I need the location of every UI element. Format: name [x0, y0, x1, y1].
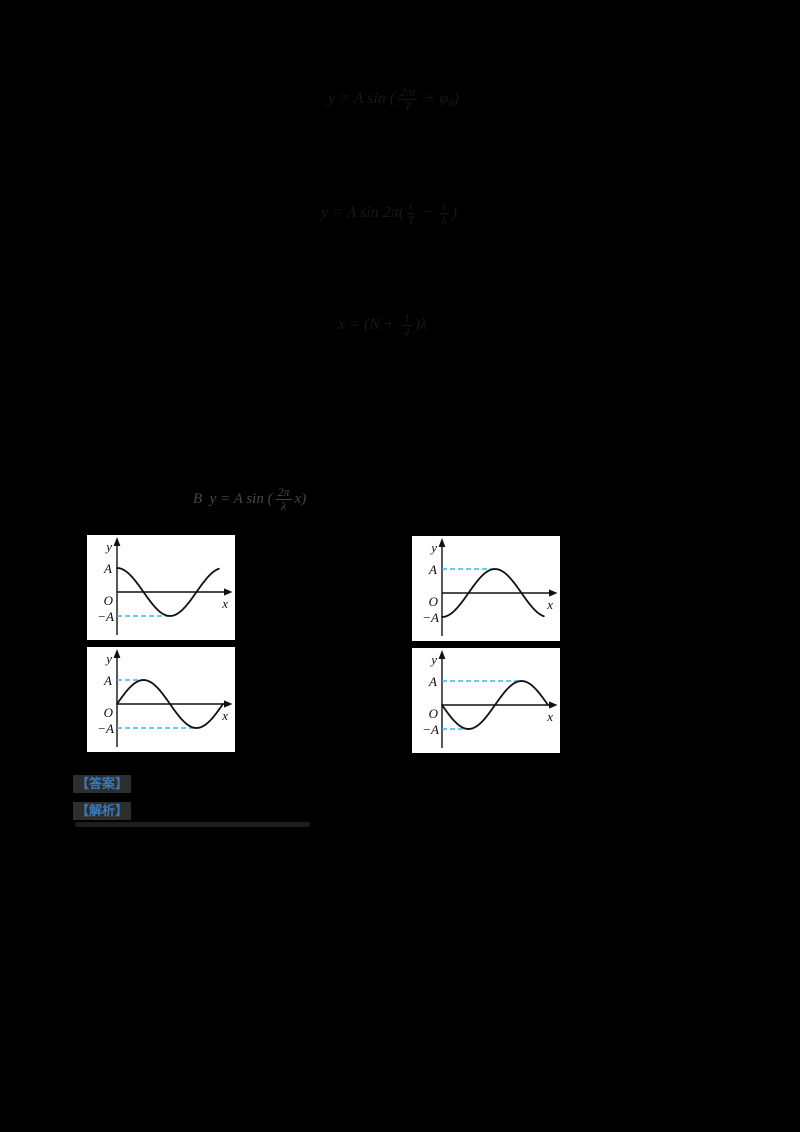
equation-text: )	[451, 204, 457, 222]
wave-graph-bottom-right: y A O −A x	[412, 648, 560, 753]
equation-text: x)	[294, 490, 307, 507]
wave-plot: yA O−A x	[422, 538, 558, 636]
wave-curve	[441, 680, 549, 730]
neg-amplitude-label: −A	[97, 609, 114, 624]
amplitude-label: A	[428, 674, 437, 689]
x-axis-label: x	[221, 708, 228, 723]
x-axis-label: x	[546, 597, 553, 612]
wave-plot: yA O−A x	[97, 649, 233, 747]
origin-label: O	[104, 705, 114, 720]
y-axis-arrow	[438, 538, 446, 547]
wave-graph-bottom-left: y A O −A x	[87, 647, 235, 752]
answer-badge: 【答案】	[73, 775, 132, 793]
origin-label: O	[104, 593, 114, 608]
y-axis-label: y	[104, 539, 112, 554]
equation-text: x = (N +	[338, 316, 399, 334]
x-axis-arrow	[224, 700, 233, 708]
equation-text: )λ	[414, 316, 427, 334]
fraction: 2πt T	[398, 85, 418, 113]
origin-label: O	[429, 594, 439, 609]
faint-equation-1: y = A sin (2πt T + φ₀)	[328, 86, 459, 112]
wave-plot: yA O−A x	[97, 537, 233, 635]
x-axis-label: x	[221, 596, 228, 611]
neg-amplitude-label: −A	[97, 721, 114, 736]
neg-amplitude-label: −A	[422, 610, 439, 625]
amplitude-label: A	[103, 673, 112, 688]
x-axis-label: x	[546, 709, 553, 724]
wave-graph-top-right: y A O −A x	[412, 536, 560, 641]
wave-plot: yA O−A x	[422, 650, 558, 748]
y-axis-arrow	[113, 649, 121, 658]
x-axis-arrow	[549, 589, 558, 597]
y-axis-arrow	[438, 650, 446, 659]
y-axis-arrow	[113, 537, 121, 546]
y-axis-label: y	[429, 540, 437, 555]
equation-text: + φ₀)	[420, 90, 459, 108]
faint-text-smear	[75, 822, 310, 827]
amplitude-label: A	[103, 561, 112, 576]
option-formula-line: B y = A sin (2π λ x)	[193, 486, 306, 512]
wave-graph-top-left: y A O −A x	[87, 535, 235, 640]
y-axis-label: y	[429, 652, 437, 667]
equation-text: y = A sin (	[328, 90, 396, 108]
neg-amplitude-label: −A	[422, 722, 439, 737]
wave-curve	[116, 679, 224, 729]
origin-label: O	[429, 706, 439, 721]
amplitude-label: A	[428, 562, 437, 577]
equation-text: y = A sin 2π(	[321, 204, 405, 222]
equation-text: B y = A sin (	[193, 490, 273, 507]
wave-curve	[441, 568, 545, 618]
fraction: 2π λ	[275, 485, 292, 513]
x-axis-arrow	[224, 588, 233, 596]
y-axis-label: y	[104, 651, 112, 666]
equation-text: −	[417, 204, 437, 222]
wave-curve	[116, 567, 220, 617]
analysis-badge: 【解析】	[73, 802, 132, 820]
faint-equation-2: y = A sin 2π(t T − x λ)	[321, 200, 457, 226]
faint-equation-3: x = (N + 1 4)λ	[338, 312, 427, 338]
x-axis-arrow	[549, 701, 558, 709]
